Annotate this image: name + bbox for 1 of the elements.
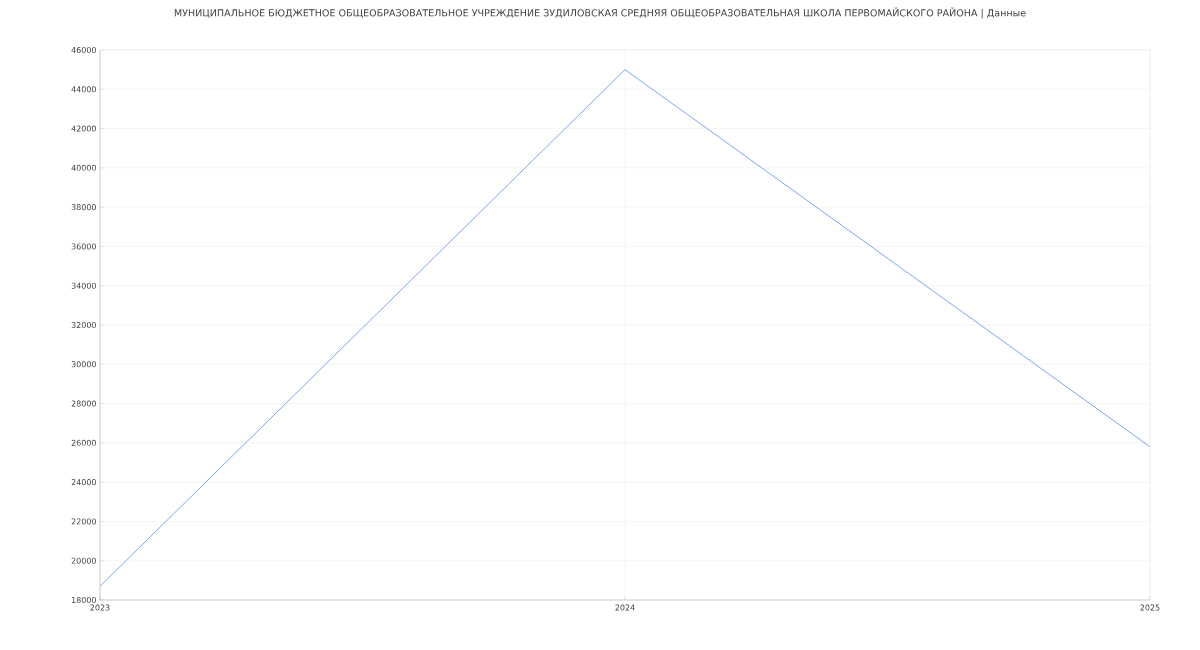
chart-title: МУНИЦИПАЛЬНОЕ БЮДЖЕТНОЕ ОБЩЕОБРАЗОВАТЕЛЬНОЕ УЧРЕЖДЕНИЕ ЗУДИЛОВСКАЯ СРЕДНЯЯ ОБЩЕОБРАЗОВАТЕЛЬНАЯ ШКОЛА ПЕРВОМАЙСКОГО РАЙОНА | Данные — [174, 7, 1026, 19]
